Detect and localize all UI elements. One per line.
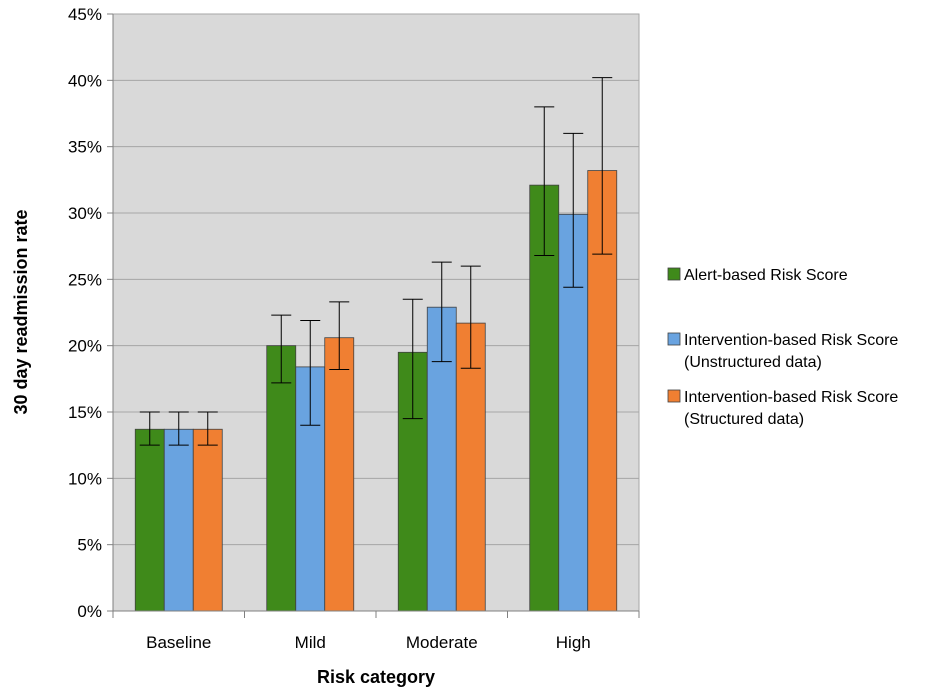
legend: Alert-based Risk Score Intervention-based… xyxy=(667,267,898,428)
bar xyxy=(266,345,297,612)
x-tick-label: High xyxy=(556,633,591,652)
legend-swatch xyxy=(667,389,681,403)
y-tick-label: 0% xyxy=(77,602,102,621)
legend-swatch xyxy=(667,332,681,346)
axes xyxy=(112,14,640,618)
y-tick-label: 45% xyxy=(68,5,102,24)
bar xyxy=(324,337,355,612)
x-tick-label: Baseline xyxy=(146,633,211,652)
y-tick-label: 30% xyxy=(68,204,102,223)
x-tick-label: Moderate xyxy=(406,633,478,652)
x-tick-labels: Baseline Mild Moderate High xyxy=(146,633,591,652)
bar xyxy=(455,322,486,612)
y-tick-label: 10% xyxy=(68,469,102,488)
y-tick-label: 40% xyxy=(68,71,102,90)
bar xyxy=(192,428,223,612)
y-tick-label: 5% xyxy=(77,536,102,555)
legend-label: (Structured data) xyxy=(684,411,804,428)
bar xyxy=(134,428,165,612)
legend-label: (Unstructured data) xyxy=(684,354,822,371)
y-tick-label: 35% xyxy=(68,138,102,157)
legend-label: Alert-based Risk Score xyxy=(684,267,848,284)
legend-swatch xyxy=(667,267,681,281)
legend-label: Intervention-based Risk Score xyxy=(684,389,898,406)
bar xyxy=(529,184,560,612)
y-axis-title: 30 day readmission rate xyxy=(11,209,31,414)
error-bars xyxy=(139,77,613,446)
y-tick-label: 25% xyxy=(68,270,102,289)
x-axis-title: Risk category xyxy=(317,667,435,687)
y-tick-label: 15% xyxy=(68,403,102,422)
y-tick-labels: 0% 5% 10% 15% 20% 25% 30% 35% 40% 45% xyxy=(68,5,102,621)
legend-label: Intervention-based Risk Score xyxy=(684,332,898,349)
bar xyxy=(163,428,194,612)
y-tick-label: 20% xyxy=(68,337,102,356)
x-tick-label: Mild xyxy=(295,633,326,652)
